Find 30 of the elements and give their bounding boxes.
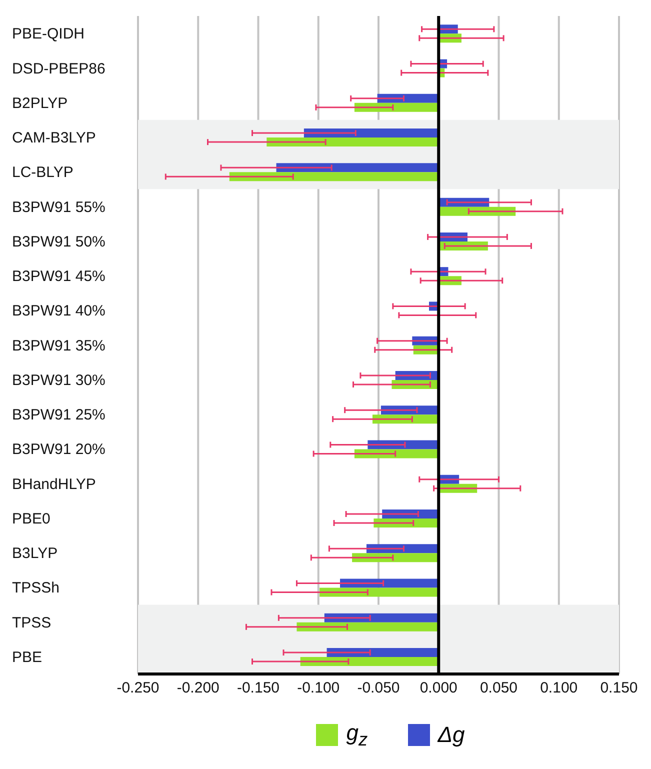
y-tick-label: B3PW91 50% (12, 233, 106, 250)
y-tick-label: B3PW91 25% (12, 406, 106, 424)
x-tick-label: -0.200 (176, 680, 220, 697)
y-tick-label: B2PLYP (12, 94, 68, 112)
y-tick-label: B3PW91 35% (12, 337, 106, 354)
y-tick-label: PBE-QIDH (12, 26, 85, 43)
legend-label: g$_{z}$ (346, 720, 368, 750)
y-tick-label: B3PW91 40% (12, 302, 106, 320)
y-tick-label: B3PW91 20% (12, 441, 106, 458)
y-tick-label: PBE0 (12, 510, 50, 528)
x-tick-label: -0.150 (236, 680, 280, 697)
legend-label: Δg (438, 722, 465, 748)
x-tick-label: 0.150 (600, 680, 638, 697)
y-tick-label: B3PW91 55% (12, 198, 106, 216)
x-tick-label: -0.050 (357, 680, 400, 697)
x-tick-label: 0.050 (480, 680, 518, 697)
y-tick-label: CAM-B3LYP (12, 130, 96, 147)
x-tick-label: -0.250 (116, 680, 160, 697)
x-tick-label: 0.100 (540, 680, 578, 697)
y-tick-label: B3PW91 30% (12, 372, 106, 389)
y-tick-label: B3LYP (12, 545, 58, 562)
y-tick-label: DSD-PBEP86 (12, 60, 106, 78)
y-tick-label: B3PW91 45% (12, 268, 106, 286)
y-tick-label: PBE (12, 649, 42, 666)
y-tick-label: BHandHLYP (12, 476, 96, 493)
y-tick-label: TPSSh (12, 580, 60, 597)
y-tick-label: LC-BLYP (12, 164, 74, 182)
x-tick-label: -0.100 (297, 680, 340, 697)
x-tick-label: 0.000 (420, 680, 458, 697)
y-tick-label: TPSS (12, 614, 52, 632)
